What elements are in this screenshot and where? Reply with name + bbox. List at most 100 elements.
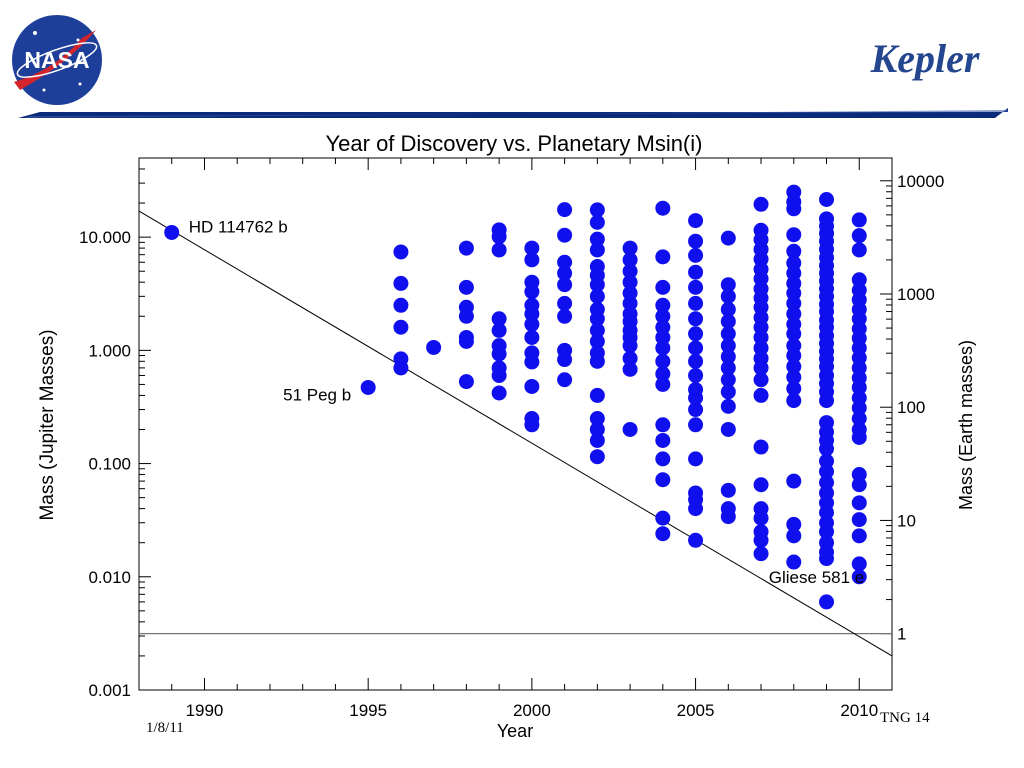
data-point xyxy=(458,308,474,324)
data-point xyxy=(720,482,736,498)
data-point xyxy=(655,353,671,369)
data-point xyxy=(589,421,605,437)
data-point xyxy=(393,244,409,260)
data-point xyxy=(851,272,867,288)
data-point xyxy=(786,201,802,217)
data-point xyxy=(720,509,736,525)
data-point xyxy=(786,528,802,544)
header-bar-accent xyxy=(24,110,1008,118)
data-point xyxy=(851,512,867,528)
data-point xyxy=(589,387,605,403)
data-point xyxy=(164,224,180,240)
data-point xyxy=(851,528,867,544)
data-point xyxy=(655,376,671,392)
data-point xyxy=(557,277,573,293)
data-point xyxy=(393,297,409,313)
x-tick-label: 2005 xyxy=(677,701,715,720)
data-point xyxy=(786,326,802,342)
data-point xyxy=(655,329,671,345)
data-points xyxy=(164,184,867,610)
annotation-label: Gliese 581 e xyxy=(769,568,864,587)
data-point xyxy=(753,546,769,562)
data-point xyxy=(589,432,605,448)
y-tick-label: 0.010 xyxy=(88,568,131,587)
data-point xyxy=(557,265,573,281)
nasa-logo-text: NASA xyxy=(24,47,89,73)
data-point xyxy=(458,279,474,295)
data-point xyxy=(688,247,704,263)
data-point xyxy=(655,432,671,448)
data-point xyxy=(458,240,474,256)
data-point xyxy=(458,374,474,390)
data-point xyxy=(393,319,409,335)
data-point xyxy=(524,316,540,332)
data-point xyxy=(524,240,540,256)
data-point xyxy=(851,429,867,445)
footer-date: 1/8/11 xyxy=(146,720,184,736)
data-point xyxy=(524,306,540,322)
data-point xyxy=(753,387,769,403)
data-point xyxy=(786,393,802,409)
data-point xyxy=(819,524,835,540)
data-point xyxy=(655,200,671,216)
data-point xyxy=(589,411,605,427)
data-point xyxy=(851,411,867,427)
data-point xyxy=(655,472,671,488)
data-point xyxy=(851,556,867,572)
data-point xyxy=(622,274,638,290)
data-point xyxy=(688,532,704,548)
data-point xyxy=(819,504,835,520)
data-point xyxy=(491,346,507,362)
data-point xyxy=(688,353,704,369)
y-tick-label: 0.001 xyxy=(88,681,131,700)
data-point xyxy=(458,333,474,349)
data-point xyxy=(851,379,867,395)
x-tick-label: 1990 xyxy=(186,701,224,720)
kepler-logo: Kepler xyxy=(870,36,980,81)
data-point xyxy=(557,227,573,243)
data-point xyxy=(851,242,867,258)
x-axis-ticks: 1990 1995 2000 2005 2010 xyxy=(138,158,893,720)
y2-tick-label: 1 xyxy=(897,625,906,644)
data-point xyxy=(557,372,573,388)
footer-tag: TNG 14 xyxy=(880,710,930,726)
nasa-logo: NASA xyxy=(10,13,104,107)
data-point xyxy=(622,295,638,311)
data-point xyxy=(688,264,704,280)
data-point xyxy=(851,495,867,511)
data-point xyxy=(655,510,671,526)
data-point xyxy=(786,348,802,364)
data-point xyxy=(819,475,835,491)
data-point xyxy=(426,339,442,355)
data-point xyxy=(589,277,605,293)
data-point xyxy=(360,379,376,395)
data-point xyxy=(524,329,540,345)
data-point xyxy=(753,329,769,345)
data-point xyxy=(589,449,605,465)
annotation-label: 51 Peg b xyxy=(283,385,351,404)
data-point xyxy=(720,326,736,342)
data-point xyxy=(688,451,704,467)
y2-tick-label: 10 xyxy=(897,511,916,530)
data-point xyxy=(589,288,605,304)
data-point xyxy=(819,594,835,610)
data-point xyxy=(688,213,704,229)
data-point xyxy=(589,202,605,218)
data-point xyxy=(557,202,573,218)
data-point xyxy=(753,477,769,493)
data-point xyxy=(786,243,802,259)
data-point xyxy=(524,417,540,433)
data-point xyxy=(491,322,507,338)
data-point xyxy=(491,367,507,383)
y-tick-label: 10.000 xyxy=(79,228,131,247)
data-point xyxy=(720,372,736,388)
y-axis-ticks: 0.001 0.010 0.100 1.000 10.000 xyxy=(79,157,151,700)
data-point xyxy=(819,393,835,409)
data-point xyxy=(655,308,671,324)
data-point xyxy=(589,333,605,349)
data-point xyxy=(557,308,573,324)
data-point xyxy=(589,311,605,327)
data-point xyxy=(720,384,736,400)
data-point xyxy=(753,532,769,548)
